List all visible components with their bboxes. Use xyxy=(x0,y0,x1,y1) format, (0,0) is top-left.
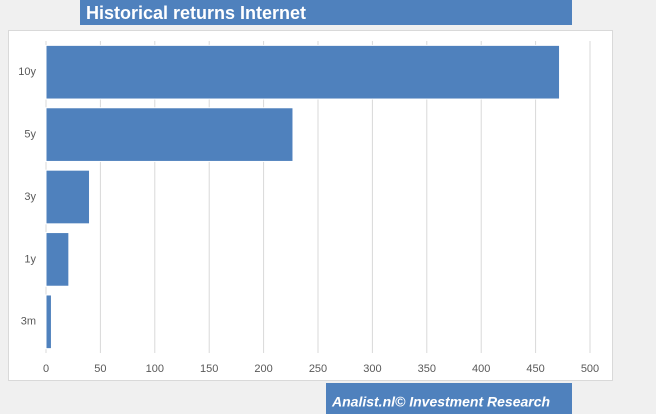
x-tick-label: 50 xyxy=(94,363,106,375)
x-tick-label: 300 xyxy=(363,363,381,375)
y-tick-label: 1y xyxy=(24,253,36,265)
footer: Analist.nl© Investment Research xyxy=(331,394,550,410)
bar xyxy=(45,44,561,100)
plot-area: 0 50 100 150 200 250 300 350 400 450 500 10y 5y 3y 1y 3… xyxy=(18,41,599,375)
x-tick-label: 0 xyxy=(43,363,49,375)
y-tick-label: 3y xyxy=(24,191,36,203)
x-tick-label: 450 xyxy=(526,363,544,375)
x-tick-label: 350 xyxy=(418,363,436,375)
chart-title: Historical returns Internet xyxy=(86,3,306,23)
bar xyxy=(45,169,91,225)
y-tick-label: 5y xyxy=(24,129,36,141)
bar xyxy=(45,107,294,162)
title-box xyxy=(80,0,572,25)
x-tick-label: 500 xyxy=(581,363,599,375)
x-tick-label: 400 xyxy=(472,363,490,375)
footer-box xyxy=(326,383,572,414)
bar xyxy=(45,232,70,287)
x-tick-label: 150 xyxy=(200,363,218,375)
y-tick-label: 10y xyxy=(18,66,36,78)
x-tick-label: 200 xyxy=(254,363,272,375)
x-tick-label: 250 xyxy=(309,363,327,375)
bar xyxy=(45,294,52,350)
y-tick-label: 3m xyxy=(21,316,36,328)
x-tick-label: 100 xyxy=(146,363,164,375)
